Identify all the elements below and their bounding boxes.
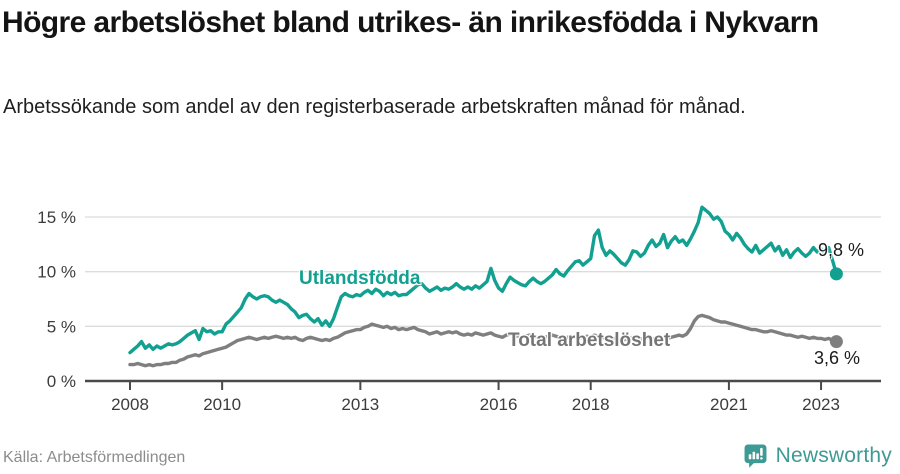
- y-axis-tick-label: 0 %: [47, 372, 76, 391]
- chart-title: Högre arbetslöshet bland utrikes- än inr…: [2, 6, 819, 39]
- y-axis-tick-label: 5 %: [47, 317, 76, 336]
- series-label-total-arbetsloshet: Total arbetslöshet: [508, 330, 671, 351]
- newsworthy-bars-icon: [744, 444, 767, 468]
- x-axis-tick-label: 2018: [572, 395, 610, 414]
- newsworthy-logo: Newsworthy: [742, 442, 892, 469]
- chart-subtitle: Arbetssökande som andel av den registerb…: [3, 96, 746, 118]
- series-line: [128, 313, 839, 368]
- x-axis-tick-label: 2010: [203, 395, 241, 414]
- series-label-utlandsfodda: Utlandsfödda: [299, 268, 421, 289]
- x-axis-tick-label: 2021: [710, 395, 748, 414]
- end-value-label-total: 3,6 %: [814, 348, 861, 368]
- series-line: [128, 205, 839, 355]
- source-note: Källa: Arbetsförmedlingen: [3, 449, 186, 466]
- newsworthy-wordmark: Newsworthy: [775, 443, 892, 467]
- series-end-dot: [829, 267, 843, 281]
- y-axis-tick-label: 15 %: [37, 208, 76, 227]
- end-value-label-utlandsfodda: 9,8 %: [818, 240, 865, 260]
- x-axis-tick-label: 2008: [111, 395, 149, 414]
- series-end-dot: [829, 335, 843, 349]
- x-axis-tick-label: 2013: [341, 395, 379, 414]
- x-axis-tick-label: 2016: [480, 395, 518, 414]
- x-axis-tick-label: 2023: [802, 395, 840, 414]
- y-axis-tick-label: 10 %: [37, 263, 76, 282]
